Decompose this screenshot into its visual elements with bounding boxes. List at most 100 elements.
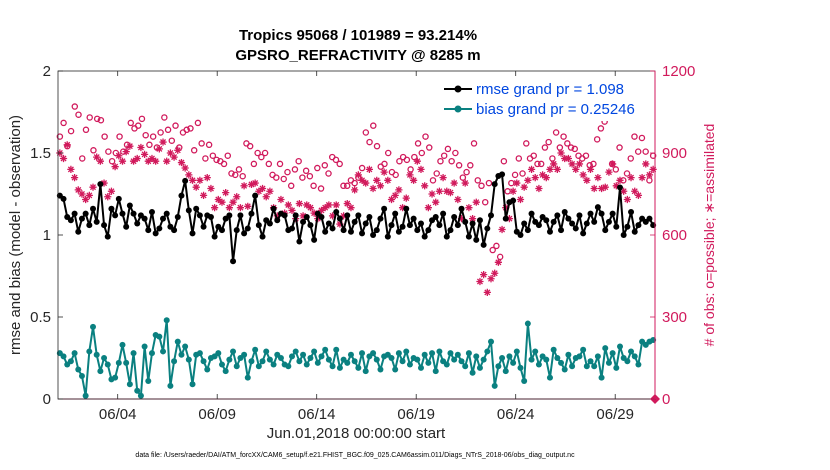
rmse-point [362,220,369,227]
obs-assimilated-point [188,176,197,184]
obs-assimilated-point [325,201,333,209]
rmse-point [403,205,410,212]
obs-assimilated-point [645,171,654,179]
obs-possible-point [172,122,179,129]
obs-possible-point [250,160,258,168]
rmse-point [432,213,439,220]
rmse-point [266,220,273,227]
rmse-point [75,228,82,235]
bias-point [163,317,170,324]
rmse-point [576,212,583,219]
bias-point [362,368,369,375]
bias-point [230,348,237,355]
obs-assimilated-point [181,164,189,172]
rmse-point [447,227,454,234]
rmse-point [174,213,181,220]
rmse-point [296,238,303,245]
bias-point [469,369,476,376]
obs-possible-point [426,144,433,151]
obs-assimilated-point [284,201,292,209]
obs-assimilated-point [67,165,75,173]
obs-assimilated-point [155,145,163,153]
bias-point [277,355,284,361]
bias-point [628,348,635,355]
bias-point [583,363,590,370]
obs-assimilated-point [568,160,576,168]
rmse-point [90,205,97,212]
obs-possible-point [239,172,246,180]
y-axis-label: rmse and bias (model - observation) [7,115,24,355]
obs-assimilated-point [505,215,514,223]
bias-point [215,350,222,357]
rmse-point [86,222,93,229]
bias-point [429,350,436,357]
rmse-point [351,218,358,225]
bias-point [333,346,340,353]
obs-assimilated-point [222,189,230,197]
rmse-point [67,217,74,224]
obs-assimilated-point [439,174,447,182]
obs-possible-point [627,155,634,162]
obs-assimilated-point [535,184,543,193]
bias-point [226,356,233,363]
obs-possible-point [411,153,418,161]
obs-assimilated-point [251,179,259,187]
obs-possible-point [82,126,90,134]
rmse-point [425,227,432,234]
rmse-point [583,220,590,227]
obs-assimilated-point [413,157,421,165]
rmse-point [355,212,362,219]
rmse-point [366,213,373,220]
rmse-point [237,212,244,219]
obs-assimilated-point [362,179,370,187]
bias-point [244,374,251,381]
bias-point [550,346,557,353]
obs-assimilated-point [590,184,598,193]
obs-assimilated-point [623,195,631,204]
bias-point [196,350,203,357]
obs-assimilated-point [601,183,609,191]
rmse-point [469,220,476,227]
bias-point [609,350,616,357]
obs-assimilated-point [332,201,340,209]
obs-assimilated-point [553,165,561,173]
chart-title: Tropics 95068 / 101989 = 93.214% GPSRO_R… [235,27,480,64]
legend-rmse-marker [454,85,462,93]
obs-assimilated-point [141,150,149,158]
obs-possible-point [299,174,306,181]
rmse-point [252,192,259,199]
bias-point [300,351,307,358]
bias-point [425,359,432,366]
obs-possible-point [273,174,280,181]
obs-assimilated-point [214,195,222,204]
obs-possible-point [101,133,108,140]
rmse-point [609,210,616,217]
obs-assimilated-point [74,186,82,194]
bias-point [296,358,303,365]
rmse-point [311,236,318,243]
obs-possible-point [295,157,302,165]
rmse-point [624,223,631,230]
bias-point [185,356,192,363]
obs-assimilated-point [166,149,174,157]
bias-point [388,355,395,361]
obs-possible-point [67,127,75,135]
obs-assimilated-point [163,157,171,165]
bias-point [60,353,67,360]
legend: rmse grand pr = 1.098 bias grand pr = 0.… [412,77,650,121]
obs-assimilated-point [170,153,178,161]
bias-point [591,363,598,370]
obs-possible-point [149,133,157,140]
obs-possible-point [582,152,590,159]
obs-assimilated-point [631,187,639,195]
rmse-point [465,233,472,240]
rmse-point [141,215,148,222]
obs-assimilated-point [273,212,281,220]
bias-point [90,323,97,330]
obs-assimilated-point [509,187,517,195]
rmse-point [598,210,605,217]
bias-point [266,356,273,363]
obs-assimilated-point [174,146,182,154]
obs-possible-point [523,140,530,147]
